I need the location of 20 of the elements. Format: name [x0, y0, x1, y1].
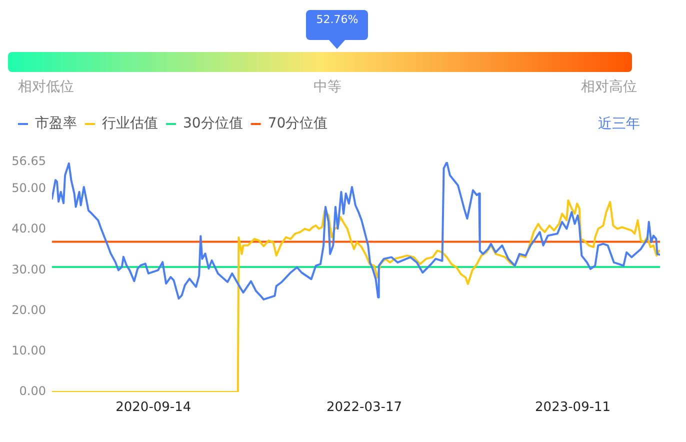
y-tick-label: 56.65 — [12, 154, 46, 168]
legend-label: 行业估值 — [102, 116, 158, 132]
data-label: 52.76% — [316, 13, 358, 26]
x-tick-label: 2020-09-14 — [116, 400, 192, 416]
y-tick-label: 10.00 — [12, 344, 46, 358]
text: 近三年 — [598, 115, 640, 133]
text: 相对高位 — [581, 78, 637, 96]
x-tick-label: 2022-03-17 — [326, 400, 402, 416]
legend-label: 30分位值 — [183, 116, 243, 132]
y-tick-label: 30.00 — [12, 262, 46, 276]
y-tick-label: 50.00 — [12, 181, 46, 196]
y-tick-label: 20.00 — [12, 302, 46, 317]
legend-label: 70分位值 — [268, 116, 328, 132]
callout: 52.76% — [306, 10, 368, 49]
text: 相对低位 — [18, 78, 74, 96]
y-tick-label: 0.00 — [19, 384, 46, 398]
x-tick-label: 2023-09-11 — [535, 400, 611, 416]
y-tick-label: 40.00 — [12, 222, 46, 236]
legend-label: 市盈率 — [35, 116, 77, 132]
text: 中等 — [314, 78, 342, 96]
